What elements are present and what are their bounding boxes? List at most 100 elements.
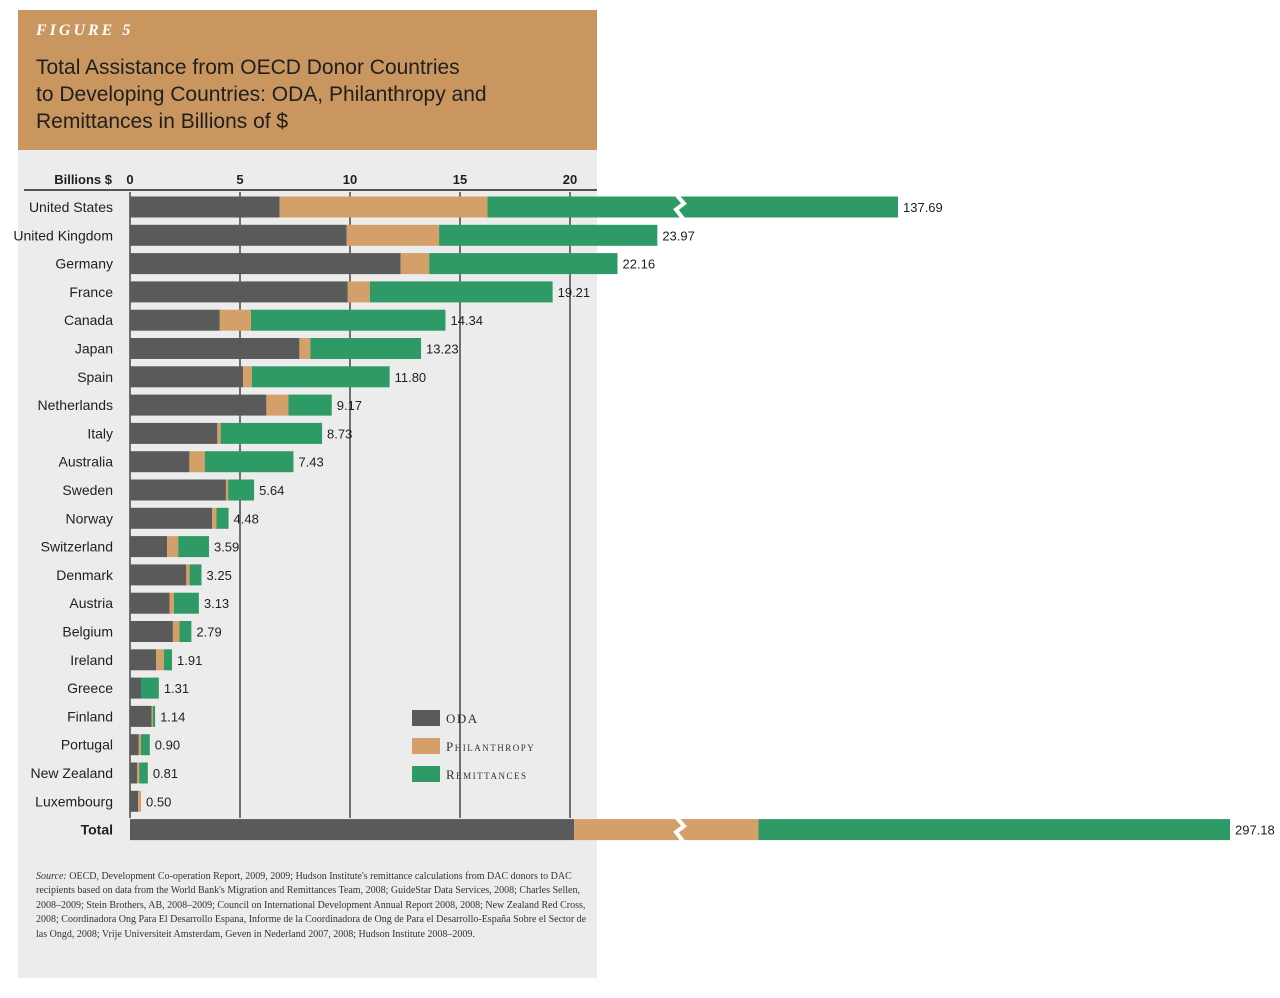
axis-break-mark bbox=[673, 194, 687, 220]
bar-segment-philanthropy bbox=[243, 366, 252, 388]
category-label: Austria bbox=[69, 595, 113, 611]
bar-segment-oda bbox=[130, 649, 157, 671]
bar-segment-remittances bbox=[174, 592, 199, 614]
bar-segment-remittances bbox=[228, 479, 255, 501]
bar-total-label: 7.43 bbox=[298, 455, 323, 470]
legend-label-philanthropy: Philanthropy bbox=[446, 739, 535, 754]
bar-segment-oda bbox=[130, 819, 575, 841]
bar-total-label: 0.50 bbox=[146, 794, 171, 809]
bar-total-label: 22.16 bbox=[623, 257, 656, 272]
bar-segment-remittances bbox=[220, 422, 323, 444]
bar-segment-remittances bbox=[429, 253, 618, 275]
bar-segment-philanthropy bbox=[138, 790, 141, 812]
bar-segment-oda bbox=[130, 479, 226, 501]
category-label: Germany bbox=[55, 256, 113, 272]
bar-segment-oda bbox=[130, 734, 139, 756]
legend-label-remittances: Remittances bbox=[446, 767, 527, 782]
bar-segment-oda bbox=[130, 790, 139, 812]
bar-segment-oda bbox=[130, 281, 348, 303]
bar-segment-philanthropy bbox=[186, 564, 190, 586]
legend-swatch-oda bbox=[412, 710, 440, 726]
category-label: United Kingdom bbox=[13, 227, 113, 243]
chart-panel bbox=[18, 10, 597, 978]
bar-segment-oda bbox=[130, 564, 187, 586]
bar-segment-oda bbox=[130, 536, 168, 558]
bar-total-label: 3.13 bbox=[204, 596, 229, 611]
category-label: Ireland bbox=[70, 652, 113, 668]
category-label: Belgium bbox=[62, 624, 113, 640]
bar-segment-philanthropy bbox=[346, 224, 440, 246]
bar-total-label: 11.80 bbox=[395, 370, 427, 385]
bar-total-label: 8.73 bbox=[327, 426, 352, 441]
bar-total-label: 1.31 bbox=[164, 681, 189, 696]
bar-segment-remittances bbox=[163, 649, 173, 671]
bar-total-label: 19.21 bbox=[558, 285, 591, 300]
bar-segment-remittances bbox=[178, 536, 209, 558]
bar-segment-oda bbox=[130, 677, 141, 699]
category-label: France bbox=[69, 284, 113, 300]
bar-segment-philanthropy bbox=[156, 649, 164, 671]
bar-segment-philanthropy bbox=[225, 479, 229, 501]
bar-segment-philanthropy bbox=[167, 536, 179, 558]
bar-segment-remittances bbox=[204, 451, 294, 473]
figure-label: FIGURE 5 bbox=[36, 22, 134, 39]
bar-segment-remittances bbox=[139, 762, 148, 784]
axis-break-mark bbox=[673, 816, 687, 843]
bar-segment-oda bbox=[130, 196, 280, 218]
bar-segment-remittances bbox=[251, 309, 446, 331]
bar-total-label: 13.23 bbox=[426, 342, 459, 357]
legend: ODA Philanthropy Remittances bbox=[412, 710, 535, 782]
category-label: New Zealand bbox=[31, 765, 114, 781]
bar-segment-oda bbox=[130, 394, 267, 416]
figure-header bbox=[18, 10, 597, 150]
bar-total-label: 0.90 bbox=[155, 738, 180, 753]
bar-total-label: 5.64 bbox=[259, 483, 284, 498]
bar-segment-philanthropy bbox=[172, 621, 180, 642]
bar-total-label: 1.91 bbox=[177, 653, 202, 668]
category-label: Finland bbox=[67, 708, 113, 724]
category-label: Greece bbox=[67, 680, 113, 696]
bar-segment-oda bbox=[130, 451, 190, 473]
bar-segment-oda bbox=[130, 705, 152, 727]
axis-label: Billions $ bbox=[54, 172, 113, 187]
bar-segment-philanthropy bbox=[347, 281, 370, 303]
bar-segment-oda bbox=[130, 253, 401, 275]
x-tick-label: 15 bbox=[453, 172, 467, 187]
bar-segment-remittances bbox=[251, 366, 390, 388]
bar-total-label: 4.48 bbox=[234, 511, 259, 526]
category-label: Portugal bbox=[61, 737, 113, 753]
bar-segment-philanthropy bbox=[151, 705, 153, 727]
bar-total-label: 0.81 bbox=[153, 766, 178, 781]
labels-layer: Billions $ 0 5 10 15 20 United States 137.69 Uni… bbox=[13, 172, 1274, 838]
source-label: Source: bbox=[36, 871, 67, 882]
x-tick-label: 20 bbox=[563, 172, 577, 187]
legend-swatch-remittances bbox=[412, 766, 440, 782]
bar-segment-oda bbox=[130, 309, 220, 331]
category-label: Total bbox=[81, 822, 113, 838]
bar-segment-philanthropy bbox=[137, 762, 140, 784]
bar-segment-philanthropy bbox=[169, 592, 174, 614]
bar-segment-remittances bbox=[487, 196, 898, 218]
bar-segment-philanthropy bbox=[219, 309, 251, 331]
bar-segment-remittances bbox=[310, 338, 422, 359]
bar-segment-remittances bbox=[189, 564, 202, 586]
source-text: OECD, Development Co-operation Report, 2… bbox=[36, 871, 587, 940]
chart-title: Total Assistance from OECD Donor Countri… bbox=[36, 56, 487, 133]
category-label: Denmark bbox=[56, 567, 114, 583]
bars-layer bbox=[130, 194, 1230, 843]
bar-segment-philanthropy bbox=[212, 507, 217, 529]
bar-segment-oda bbox=[130, 507, 213, 529]
x-tick-label: 0 bbox=[126, 172, 133, 187]
bar-total-label: 2.79 bbox=[196, 625, 221, 640]
bar-segment-remittances bbox=[141, 734, 150, 756]
bar-total-label: 3.59 bbox=[214, 540, 239, 555]
bar-segment-remittances bbox=[152, 705, 156, 727]
category-label: Japan bbox=[75, 341, 113, 357]
bar-segment-philanthropy bbox=[217, 422, 221, 444]
source-note: Source: OECD, Development Co-operation R… bbox=[36, 870, 588, 942]
bar-total-label: 23.97 bbox=[662, 228, 695, 243]
bar-segment-philanthropy bbox=[138, 734, 141, 756]
category-label: Netherlands bbox=[38, 397, 114, 413]
category-label: Spain bbox=[77, 369, 113, 385]
x-tick-label: 5 bbox=[236, 172, 243, 187]
